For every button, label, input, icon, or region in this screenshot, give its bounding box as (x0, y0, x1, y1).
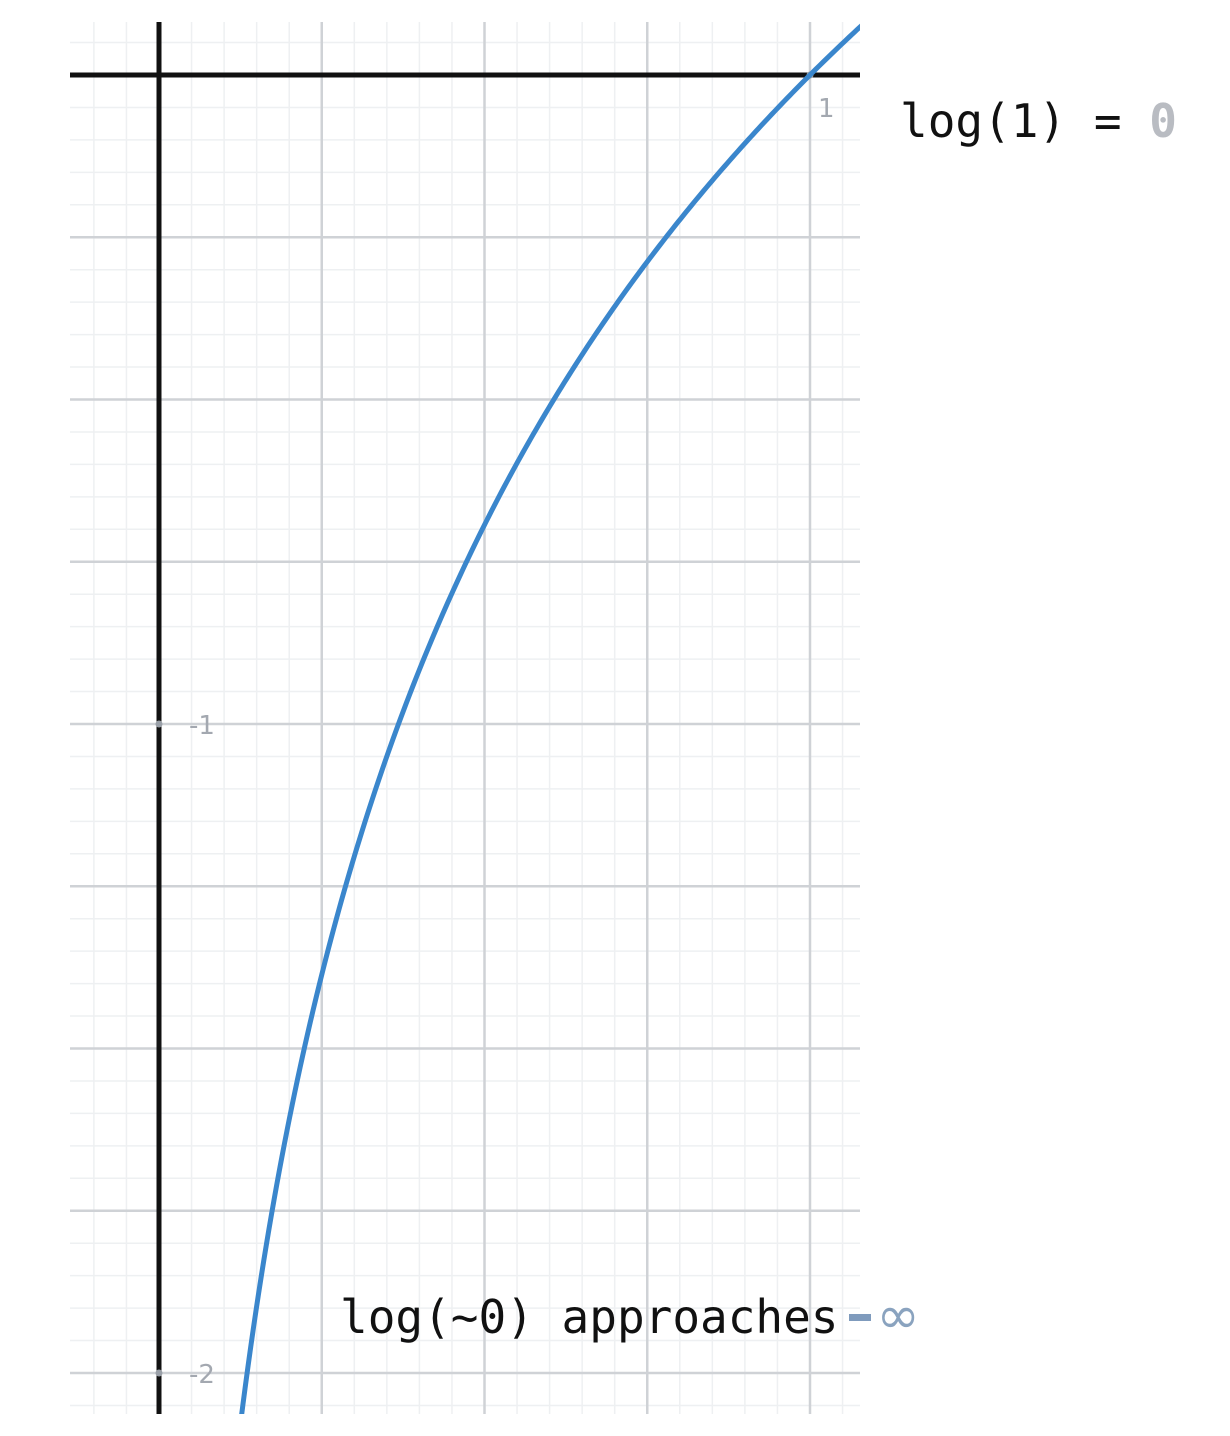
log-zero-text: log(~0) approaches (340, 1290, 839, 1344)
y-tick-label: -2 (189, 1360, 215, 1390)
x-tick-label: 1 (818, 94, 835, 124)
log-curve (239, 23, 860, 1414)
log-one-prefix: log(1) = (900, 94, 1150, 148)
log-one-annotation: log(1) = 0 (900, 98, 1177, 144)
axes (70, 22, 860, 1414)
y-tick-dot (155, 720, 163, 728)
y-tick-label: -1 (189, 711, 215, 741)
log-zero-value: ∞ (876, 1286, 920, 1346)
y-tick-dot (155, 1369, 163, 1377)
log-curve-series (239, 23, 860, 1414)
log-zero-annotation: log(~0) approaches ∞ (340, 1290, 920, 1342)
log-one-value: 0 (1149, 94, 1177, 148)
minus-sign-icon (848, 1314, 871, 1321)
minor-grid (70, 22, 860, 1414)
